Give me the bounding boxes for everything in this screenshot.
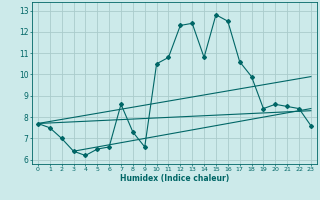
X-axis label: Humidex (Indice chaleur): Humidex (Indice chaleur) — [120, 174, 229, 183]
